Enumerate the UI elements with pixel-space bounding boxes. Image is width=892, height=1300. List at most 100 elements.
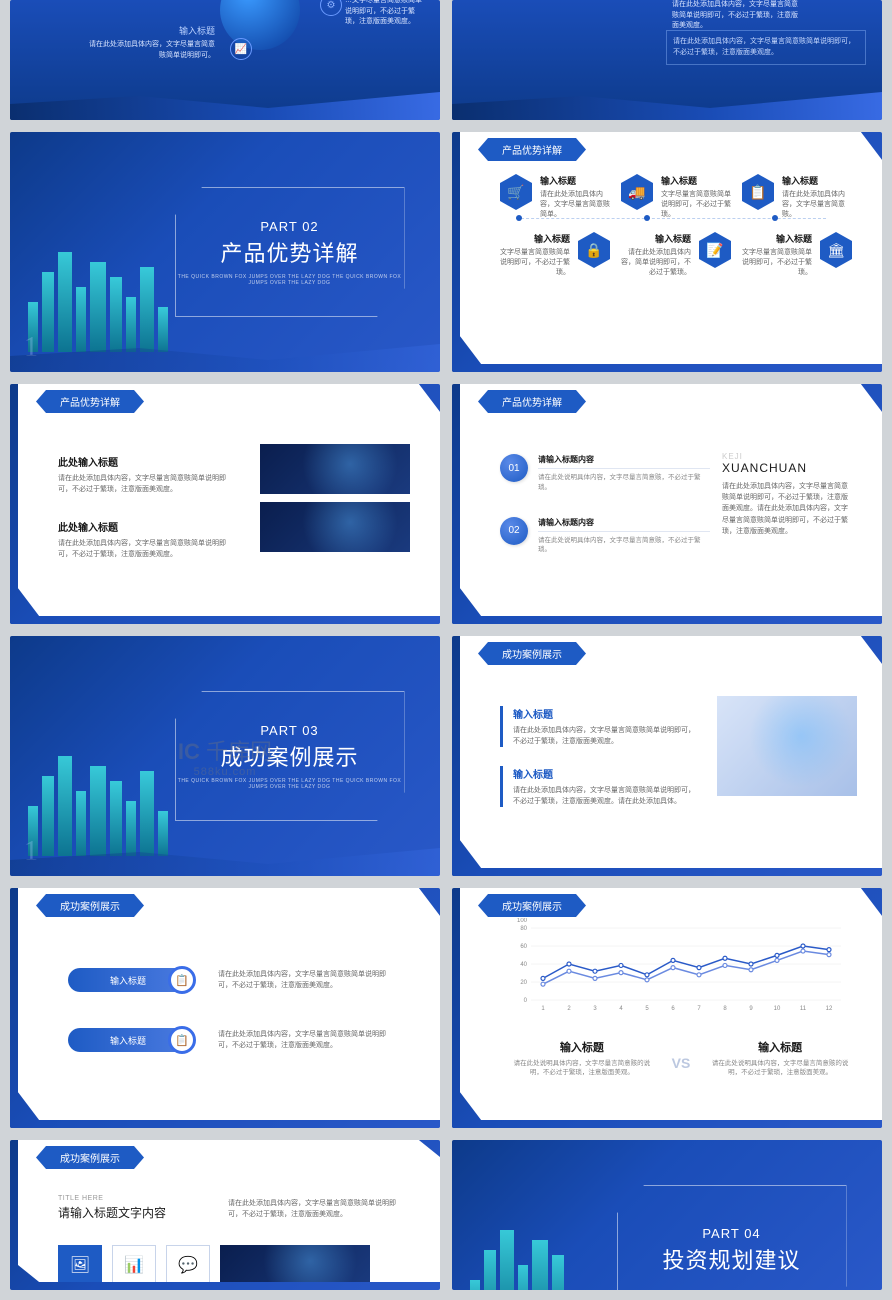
hex-row-2: 输入标题文字尽量言简意赅简单说明即可，不必过于繁琐。 🔒 输入标题请在此处添加具… <box>500 232 852 277</box>
part-title: 产品优势详解 <box>220 236 358 268</box>
case1-slide: 成功案例展示 输入标题 请在此处添加具体内容，文字尽量言简意赅简单说明即可，不必… <box>452 636 882 876</box>
chart-slide: 成功案例展示 02040 6080100 1234 5678 <box>452 888 882 1128</box>
timeline-dot <box>772 215 778 221</box>
gear-icon: ⚙ <box>320 0 342 16</box>
slide-tag: 产品优势详解 <box>488 138 576 161</box>
part-title: 成功案例展示 <box>220 740 358 772</box>
svg-text:10: 10 <box>774 1006 781 1012</box>
pill-row: 输入标题 📋 请在此处添加具体内容，文字尽量言简意赅简单说明即可，不必过于繁琐，… <box>68 968 398 992</box>
hex-item: 输入标题请在此处添加具体内容，简单说明即可，不必过于繁琐。 📝 <box>621 232 731 277</box>
num-title: 请输入标题内容 <box>538 454 710 465</box>
clipboard-icon: 📋 <box>742 174 774 210</box>
truck-icon: 🚚 <box>621 174 653 210</box>
white-inset: 成功案例展示 输入标题 请在此处添加具体内容，文字尽量言简意赅简单说明即可，不必… <box>460 636 882 868</box>
num-desc: 请在此处说明具体内容，文字尽量言简意赅，不必过于繁琐。 <box>538 531 710 556</box>
pill-desc: 请在此处添加具体内容，文字尽量言简意赅简单说明即可，不必过于繁琐，注意版面美观度… <box>218 1029 398 1051</box>
vs-title: 输入标题 <box>510 1039 654 1055</box>
hex-grid-slide: 产品优势详解 🛒 输入标题请在此处添加具体内容，文字尽量言简意赅简单。 🚚 输入… <box>452 132 882 372</box>
dotted-line <box>516 218 826 219</box>
hex-desc: 请在此处添加具体内容，文字尽量言简意赅。 <box>782 190 852 219</box>
tb-desc: 请在此处添加具体内容，文字尽量言简意赅简单说明即可，不必过于繁琐，注意版面美观度… <box>58 473 228 495</box>
part-sub: THE QUICK BROWN FOX JUMPS OVER THE LAZY … <box>176 778 404 790</box>
hex-desc: 文字尽量言简意赅简单说明即可，不必过于繁琐。 <box>661 190 731 219</box>
case-item: 输入标题 请在此处添加具体内容，文字尽量言简意赅简单说明即可，不必过于繁琐，注意… <box>500 766 700 807</box>
num-item: 01 请输入标题内容 请在此处说明具体内容，文字尽量言简意赅，不必过于繁琐。 <box>500 454 710 493</box>
hex-frame: PART 02 产品优势详解 THE QUICK BROWN FOX JUMPS… <box>175 187 405 317</box>
svg-text:20: 20 <box>520 980 527 986</box>
timeline-dot <box>516 215 522 221</box>
num-circle: 01 <box>500 454 528 482</box>
svg-text:12: 12 <box>826 1006 833 1012</box>
side-title: XUANCHUAN <box>722 461 852 475</box>
city-graphic <box>462 1210 632 1290</box>
hex-item: 🚚 输入标题文字尽量言简意赅简单说明即可，不必过于繁琐。 <box>621 174 731 219</box>
num-list: 01 请输入标题内容 请在此处说明具体内容，文字尽量言简意赅，不必过于繁琐。 0… <box>500 454 710 555</box>
hex-title: 输入标题 <box>621 232 691 245</box>
line-chart: 02040 6080100 1234 5678 9101112 <box>510 918 852 1013</box>
hex-title: 输入标题 <box>661 174 731 187</box>
case-desc: 请在此处添加具体内容，文字尽量言简意赅简单说明即可，不必过于繁琐，注意版面美观度… <box>513 785 700 807</box>
tab-row: 🖼 📊 💬 <box>58 1245 370 1285</box>
tab-preview-image <box>220 1245 370 1285</box>
part-label: PART 02 <box>260 219 318 234</box>
city-graphic <box>20 736 190 856</box>
case-title: 输入标题 <box>513 706 700 721</box>
hex-desc: 请在此处添加具体内容，简单说明即可，不必过于繁琐。 <box>621 248 691 277</box>
hex-title: 输入标题 <box>742 232 812 245</box>
pill-row: 输入标题 📋 请在此处添加具体内容，文字尽量言简意赅简单说明即可，不必过于繁琐，… <box>68 1028 398 1052</box>
partial-slide-left: 输入标题 请在此处添加具体内容，文字尽量言简意赅简单说明即可。 📈 ⚙ …文字尽… <box>10 0 440 120</box>
case-desc: 请在此处添加具体内容，文字尽量言简意赅简单说明即可，不必过于繁琐，注意版面美观度… <box>513 725 700 747</box>
white-inset: 成功案例展示 TITLE HERE 请输入标题文字内容 请在此处添加具体内容，文… <box>18 1140 440 1282</box>
hex-item: 📋 输入标题请在此处添加具体内容，文字尽量言简意赅。 <box>742 174 852 219</box>
hex-desc: 文字尽量言简意赅简单说明即可，不必过于繁琐。 <box>742 248 812 277</box>
slide-tag: 产品优势详解 <box>46 390 134 413</box>
part04-partial: PART 04 投资规划建议 <box>452 1140 882 1290</box>
num-circle: 02 <box>500 517 528 545</box>
hex-item: 🛒 输入标题请在此处添加具体内容，文字尽量言简意赅简单。 <box>500 174 610 219</box>
num-title: 请输入标题内容 <box>538 517 710 528</box>
vs-title: 输入标题 <box>708 1039 852 1055</box>
svg-text:40: 40 <box>520 962 527 968</box>
bank-icon: 🏛 <box>820 232 852 268</box>
svg-text:60: 60 <box>520 944 527 950</box>
svg-text:5: 5 <box>645 1006 649 1012</box>
pill-button[interactable]: 输入标题 📋 <box>68 968 188 992</box>
trend-icon: 📈 <box>230 38 252 60</box>
svg-text:0: 0 <box>524 998 528 1004</box>
laptop-image <box>717 696 857 796</box>
vs-wrap: 输入标题 请在此处说明具体内容，文字尽量言简意赅的说明，不必过于繁琐，注意版面美… <box>510 1039 852 1079</box>
pill-label: 输入标题 <box>110 1034 146 1047</box>
part-title: 投资规划建议 <box>662 1243 800 1275</box>
hex-item: 输入标题文字尽量言简意赅简单说明即可，不必过于繁琐。 🏛 <box>742 232 852 277</box>
chart-svg: 02040 6080100 1234 5678 9101112 <box>510 918 852 1013</box>
side-desc: 请在此处添加具体内容，文字尽量言简意赅简单说明即可，不必过于繁琐，注意版面美观度… <box>722 481 852 537</box>
part02-title-slide: 1 PART 02 产品优势详解 THE QUICK BROWN FOX JUM… <box>10 132 440 372</box>
hex-frame: PART 03 成功案例展示 THE QUICK BROWN FOX JUMPS… <box>175 691 405 821</box>
cart-icon: 🛒 <box>500 174 532 210</box>
hex-title: 输入标题 <box>540 174 610 187</box>
svg-text:6: 6 <box>671 1006 675 1012</box>
tab-chart[interactable]: 📊 <box>112 1245 156 1285</box>
tab-chat[interactable]: 💬 <box>166 1245 210 1285</box>
svg-text:80: 80 <box>520 926 527 932</box>
vs-left: 输入标题 请在此处说明具体内容，文字尽量言简意赅的说明，不必过于繁琐，注意版面美… <box>510 1039 654 1079</box>
edit-icon: 📝 <box>699 232 731 268</box>
svg-text:100: 100 <box>517 918 528 924</box>
tb-title: 此处输入标题 <box>58 519 228 534</box>
wave-graphic <box>10 80 440 120</box>
numbered-slide: 产品优势详解 01 请输入标题内容 请在此处说明具体内容，文字尽量言简意赅，不必… <box>452 384 882 624</box>
tb-title: 此处输入标题 <box>58 454 228 469</box>
svg-text:7: 7 <box>697 1006 701 1012</box>
partial-desc-r1: 请在此处添加具体内容，文字尽量言简意赅简单说明即可，不必过于繁琐，注意版面美观度… <box>672 0 802 32</box>
timeline-dot <box>644 215 650 221</box>
two-col-slide: 产品优势详解 此处输入标题 请在此处添加具体内容，文字尽量言简意赅简单说明即可，… <box>10 384 440 624</box>
partial-desc: 请在此处添加具体内容，文字尽量言简意赅简单说明即可。 <box>85 40 215 61</box>
pill-desc: 请在此处添加具体内容，文字尽量言简意赅简单说明即可，不必过于繁琐，注意版面美观度… <box>218 969 398 991</box>
pill-button[interactable]: 输入标题 📋 <box>68 1028 188 1052</box>
side-label: KEJI <box>722 452 852 461</box>
clipboard-icon: 📋 <box>168 966 196 994</box>
clipboard-icon: 📋 <box>168 1026 196 1054</box>
tab-image[interactable]: 🖼 <box>58 1245 102 1285</box>
wave-graphic <box>452 80 882 120</box>
vs-label: VS <box>672 1055 691 1071</box>
